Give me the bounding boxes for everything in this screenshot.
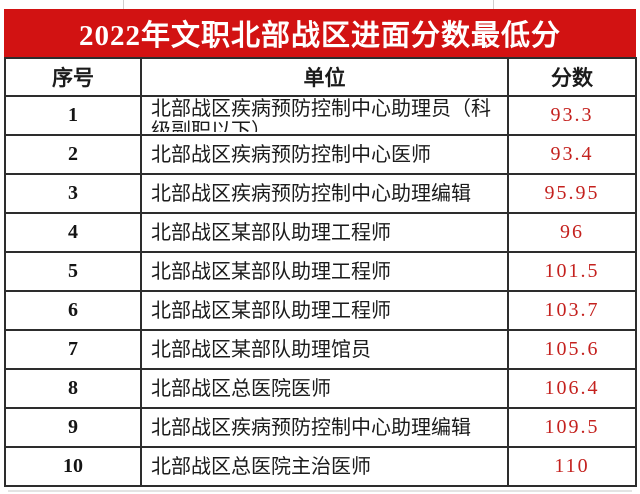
table-row: 3 北部战区疾病预防控制中心助理编辑 95.95 xyxy=(4,173,637,214)
unit-text: 北部战区疾病预防控制中心助理编辑 xyxy=(151,416,471,439)
unit-text: 北部战区总医院医师 xyxy=(151,377,331,400)
gridline-stub-icon xyxy=(123,0,124,10)
score-table: 序号 单位 分数 1 北部战区疾病预防控制中心助理员（科级副职以下） 93.3 … xyxy=(4,57,637,487)
unit-cell: 北部战区疾病预防控制中心助理编辑 xyxy=(140,173,509,214)
table-row: 7 北部战区某部队助理馆员 105.6 xyxy=(4,329,637,370)
unit-cell: 北部战区某部队助理馆员 xyxy=(140,329,509,370)
unit-text: 北部战区疾病预防控制中心助理编辑 xyxy=(151,182,471,205)
row-number: 7 xyxy=(4,329,142,370)
col-header-unit: 单位 xyxy=(140,57,509,97)
score-cell: 109.5 xyxy=(507,407,637,448)
table-row: 4 北部战区某部队助理工程师 96 xyxy=(4,212,637,253)
gridline-stub-icon xyxy=(8,490,632,492)
score-cell: 101.5 xyxy=(507,251,637,292)
table-row: 8 北部战区总医院医师 106.4 xyxy=(4,368,637,409)
unit-text: 北部战区某部队助理工程师 xyxy=(151,221,391,244)
col-header-no: 序号 xyxy=(4,57,142,97)
table-row: 9 北部战区疾病预防控制中心助理编辑 109.5 xyxy=(4,407,637,448)
unit-text: 北部战区总医院主治医师 xyxy=(151,455,371,478)
unit-text: 北部战区疾病预防控制中心助理员（科级副职以下） xyxy=(151,98,491,132)
row-number: 9 xyxy=(4,407,142,448)
header-row: 序号 单位 分数 xyxy=(4,57,637,97)
unit-cell: 北部战区疾病预防控制中心助理编辑 xyxy=(140,407,509,448)
score-cell: 96 xyxy=(507,212,637,253)
row-number: 10 xyxy=(4,446,142,487)
table-row: 5 北部战区某部队助理工程师 101.5 xyxy=(4,251,637,292)
unit-text: 北部战区疾病预防控制中心医师 xyxy=(151,143,431,166)
gridline-stub-icon xyxy=(493,0,494,10)
unit-cell: 北部战区总医院主治医师 xyxy=(140,446,509,487)
row-number: 1 xyxy=(4,95,142,136)
unit-text: 北部战区某部队助理馆员 xyxy=(151,338,371,361)
row-number: 5 xyxy=(4,251,142,292)
table-row: 1 北部战区疾病预防控制中心助理员（科级副职以下） 93.3 xyxy=(4,95,637,136)
table-row: 6 北部战区某部队助理工程师 103.7 xyxy=(4,290,637,331)
score-cell: 106.4 xyxy=(507,368,637,409)
score-cell: 95.95 xyxy=(507,173,637,214)
score-cell: 110 xyxy=(507,446,637,487)
score-cell: 103.7 xyxy=(507,290,637,331)
unit-text: 北部战区某部队助理工程师 xyxy=(151,260,391,283)
unit-cell: 北部战区疾病预防控制中心医师 xyxy=(140,134,509,175)
unit-cell: 北部战区某部队助理工程师 xyxy=(140,251,509,292)
row-number: 2 xyxy=(4,134,142,175)
score-cell: 105.6 xyxy=(507,329,637,370)
row-number: 6 xyxy=(4,290,142,331)
unit-cell: 北部战区总医院医师 xyxy=(140,368,509,409)
row-number: 3 xyxy=(4,173,142,214)
table-row: 10 北部战区总医院主治医师 110 xyxy=(4,446,637,487)
col-header-score: 分数 xyxy=(507,57,637,97)
unit-text: 北部战区某部队助理工程师 xyxy=(151,299,391,322)
row-number: 8 xyxy=(4,368,142,409)
unit-cell: 北部战区某部队助理工程师 xyxy=(140,212,509,253)
score-cell: 93.3 xyxy=(507,95,637,136)
unit-cell: 北部战区疾病预防控制中心助理员（科级副职以下） xyxy=(140,95,509,136)
row-number: 4 xyxy=(4,212,142,253)
unit-cell: 北部战区某部队助理工程师 xyxy=(140,290,509,331)
table-row: 2 北部战区疾病预防控制中心医师 93.4 xyxy=(4,134,637,175)
title-banner: 2022年文职北部战区进面分数最低分 xyxy=(4,9,636,57)
page-title: 2022年文职北部战区进面分数最低分 xyxy=(78,20,561,52)
score-cell: 93.4 xyxy=(507,134,637,175)
